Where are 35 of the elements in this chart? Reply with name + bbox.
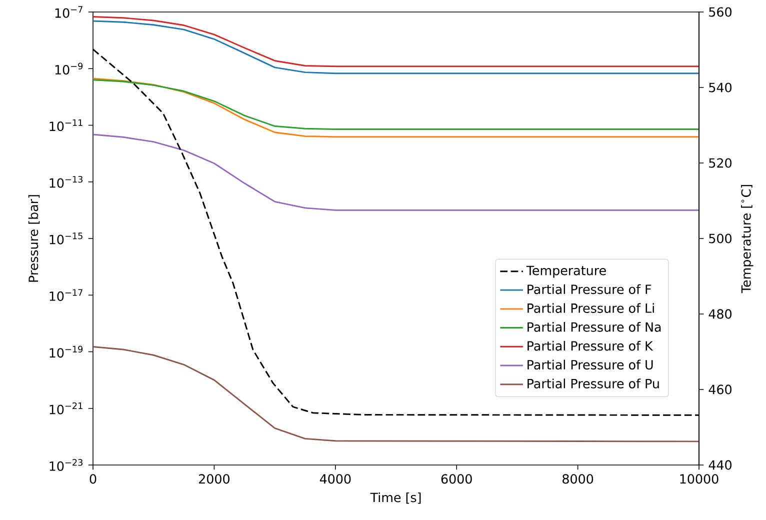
y-tick-label: 10$^{−9}$ <box>55 62 83 75</box>
y2-tick-label: 500 <box>709 234 732 244</box>
x-tick-label: 0 <box>90 474 96 484</box>
y-tick-label: 10$^{−15}$ <box>50 232 82 244</box>
legend-label: Partial Pressure of F <box>528 284 652 294</box>
y2-tick-label: 540 <box>709 82 732 92</box>
x-axis-title: Time [s] <box>370 492 421 504</box>
y-tick-label: 10$^{−17}$ <box>50 289 82 301</box>
x-tick-label: 10000 <box>680 474 718 484</box>
legend-label: Partial Pressure of Na <box>528 322 661 332</box>
y2-tick-label: 520 <box>709 158 732 168</box>
y-axis-title: Pressure [bar] <box>28 195 40 282</box>
line-series <box>93 20 700 74</box>
y-tick-label: 10$^{−7}$ <box>55 6 82 18</box>
legend-label: Partial Pressure of Li <box>528 303 654 313</box>
x-tick-label: 2000 <box>199 474 230 484</box>
x-tick-label: 8000 <box>562 474 594 484</box>
line-series <box>93 16 700 68</box>
y-tick-label: 10$^{−21}$ <box>50 402 82 414</box>
legend-label: Partial Pressure of U <box>528 360 653 370</box>
y-tick-label: 10$^{−23}$ <box>50 459 82 471</box>
legend-label: Partial Pressure of K <box>528 340 654 351</box>
y2-tick-label: 560 <box>709 7 732 17</box>
y2-tick-label: 440 <box>708 460 732 470</box>
y-tick-label: 10$^{−13}$ <box>50 176 82 188</box>
x-tick-label: 4000 <box>320 474 351 484</box>
y-tick-label: 10$^{−19}$ <box>50 346 83 358</box>
y-tick-label: 10$^{−11}$ <box>50 119 82 132</box>
line-series <box>93 134 700 211</box>
y2-tick-label: 480 <box>708 309 732 319</box>
y2-tick-label: 460 <box>708 384 732 394</box>
legend-label: Temperature <box>526 266 606 278</box>
legend-label: Partial Pressure of Pu <box>528 378 659 388</box>
y2-axis-title: Temperature [$^{∘}$C] <box>741 184 754 294</box>
x-tick-label: 6000 <box>441 474 472 484</box>
